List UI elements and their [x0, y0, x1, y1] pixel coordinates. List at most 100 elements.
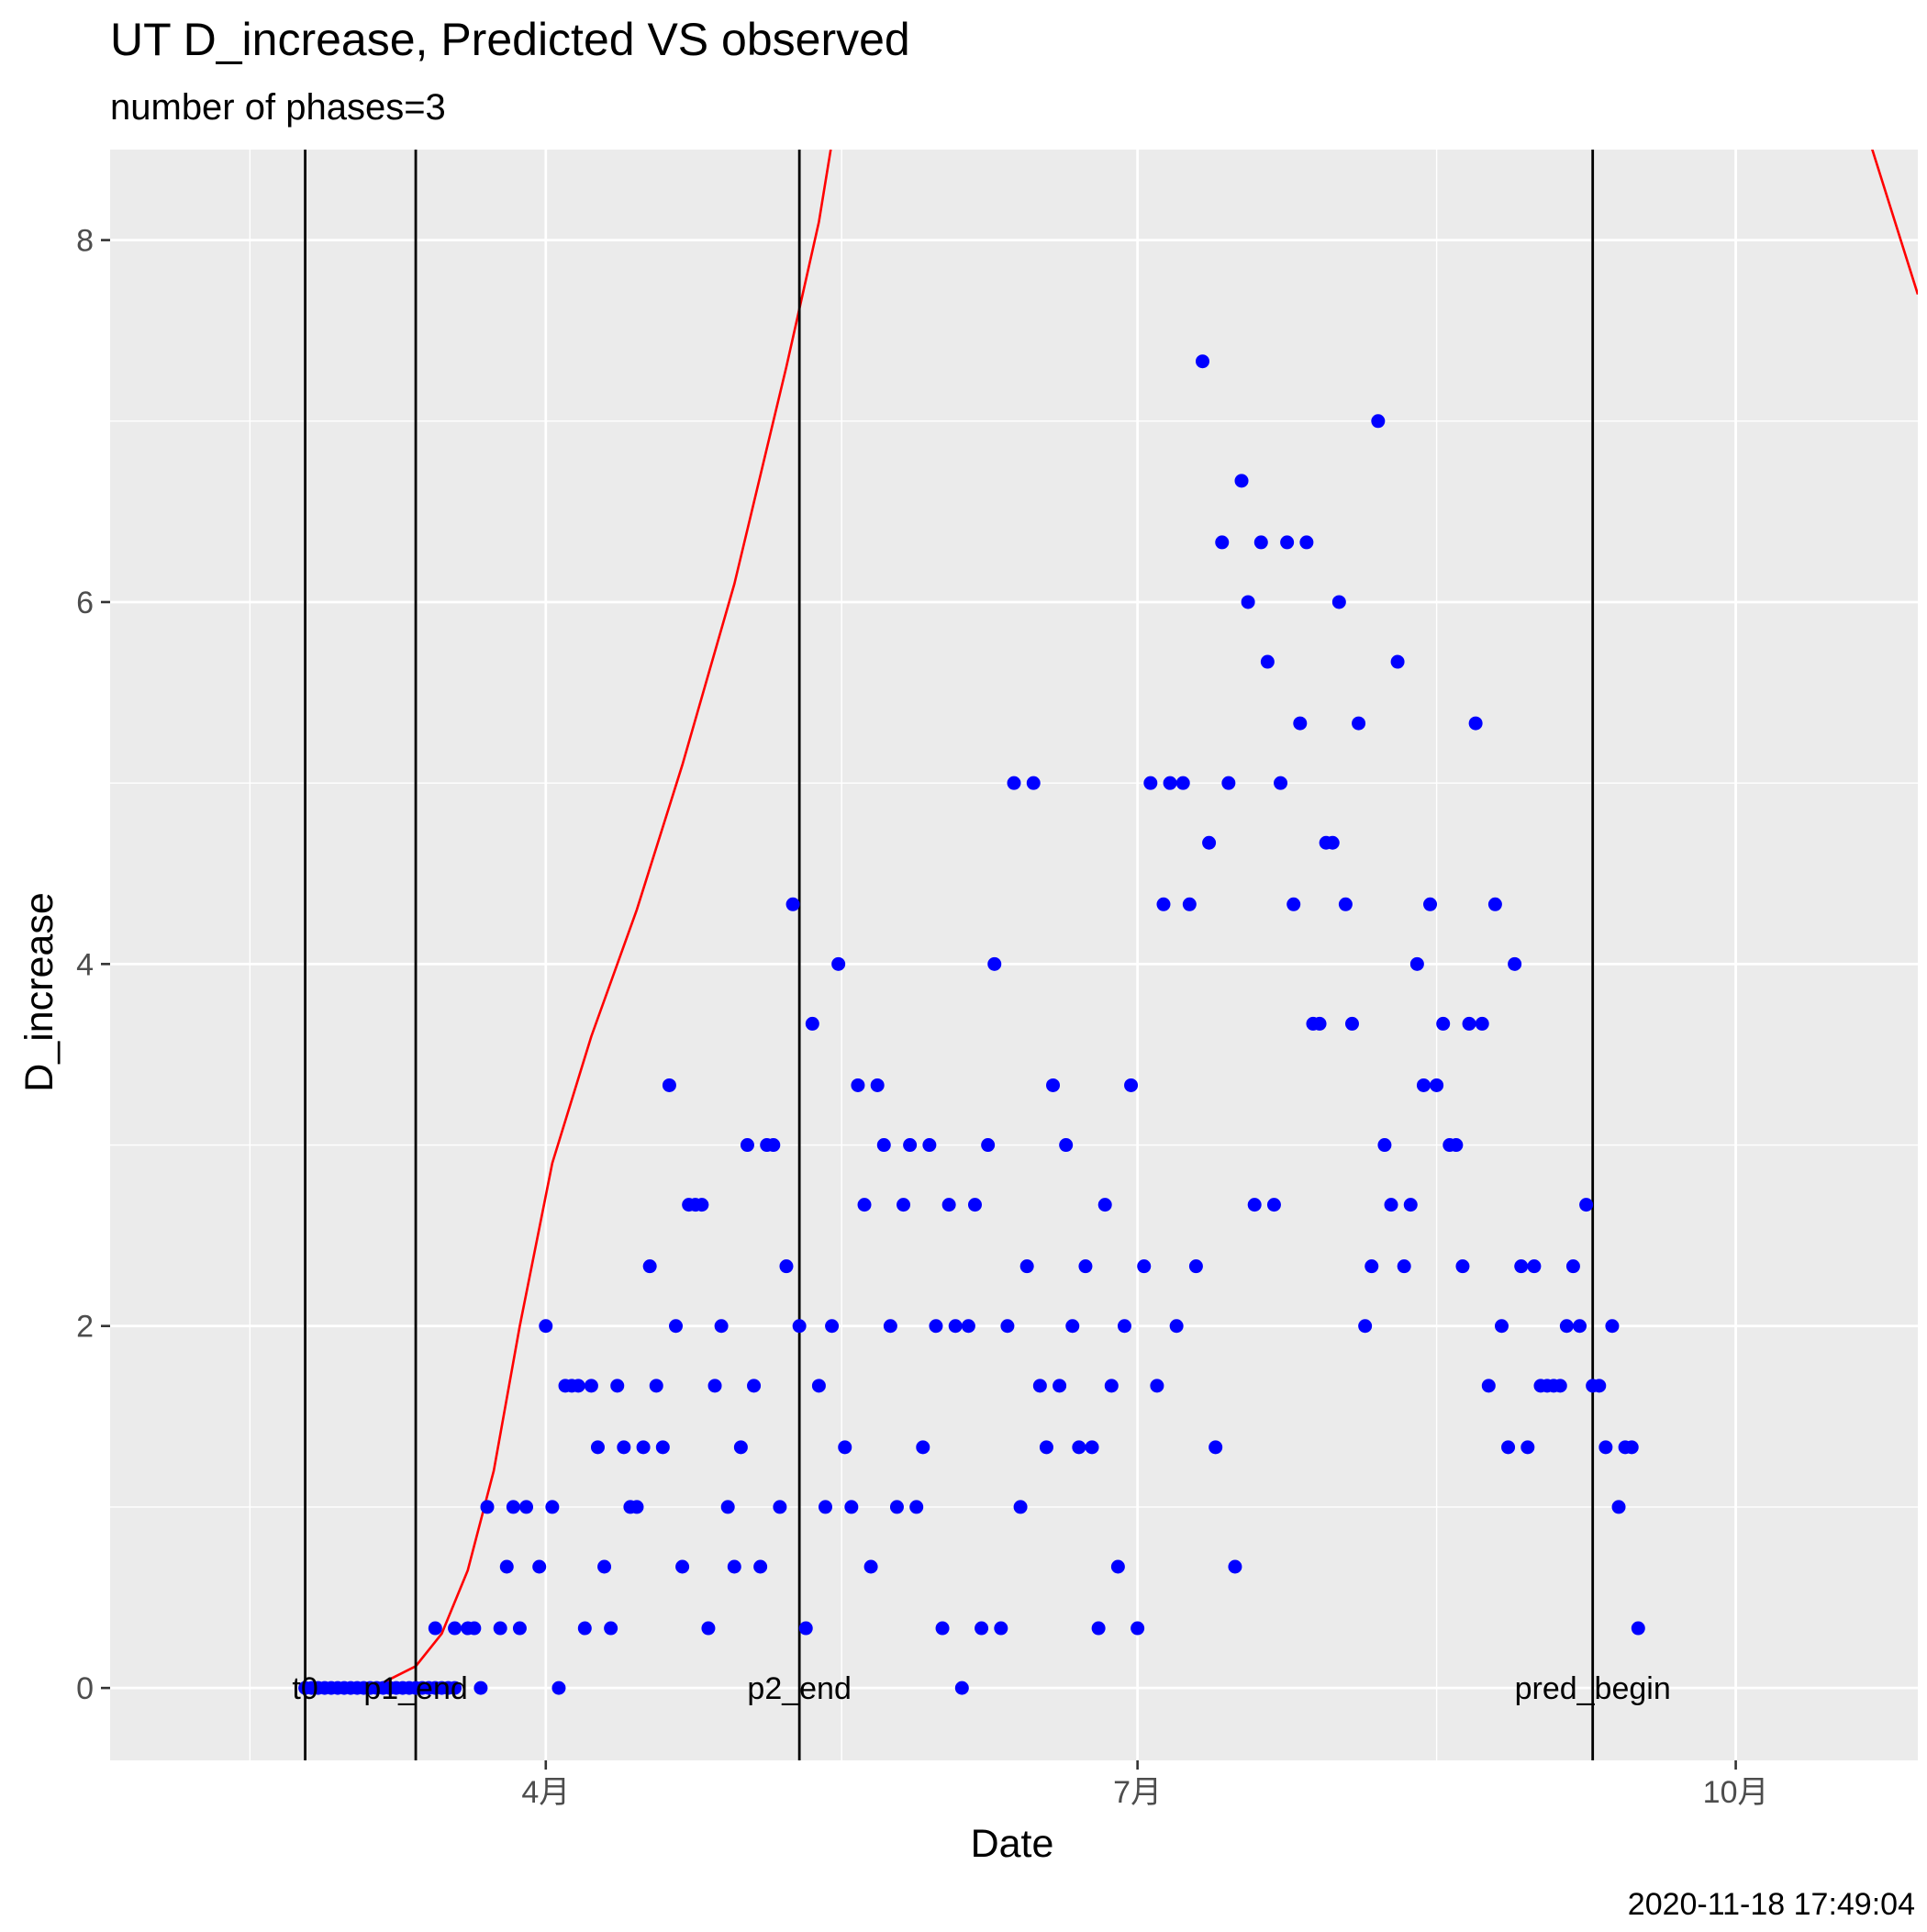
- observed-point: [1110, 1559, 1125, 1574]
- y-axis-label: D_increase: [17, 892, 61, 1092]
- observed-point: [831, 956, 846, 971]
- observed-point: [1104, 1379, 1119, 1393]
- observed-point: [1117, 1319, 1131, 1334]
- observed-point: [1331, 595, 1346, 609]
- observed-point: [733, 1440, 748, 1455]
- observed-point: [1137, 1259, 1152, 1274]
- observed-point: [792, 1319, 807, 1334]
- observed-point: [1487, 897, 1502, 911]
- observed-point: [695, 1198, 709, 1212]
- observed-point: [1039, 1440, 1053, 1455]
- observed-point: [1559, 1319, 1574, 1334]
- observed-point: [1508, 956, 1522, 971]
- observed-point: [532, 1559, 547, 1574]
- observed-point: [1241, 595, 1255, 609]
- observed-point: [448, 1621, 462, 1636]
- chart-subtitle: number of phases=3: [110, 87, 446, 128]
- observed-point: [851, 1078, 865, 1092]
- y-tick-label: 6: [76, 586, 94, 620]
- y-tick-label: 2: [76, 1310, 94, 1345]
- observed-point: [597, 1559, 612, 1574]
- observed-point: [1494, 1319, 1509, 1334]
- observed-point: [714, 1319, 729, 1334]
- observed-point: [1409, 956, 1424, 971]
- observed-point: [1032, 1379, 1047, 1393]
- observed-point: [1423, 897, 1438, 911]
- observed-point: [539, 1319, 553, 1334]
- observed-point: [967, 1198, 982, 1212]
- plot-panel: [110, 150, 1918, 1760]
- observed-point: [1344, 1016, 1359, 1031]
- observed-point: [805, 1016, 819, 1031]
- observed-point: [1202, 835, 1217, 850]
- observed-point: [473, 1681, 488, 1695]
- observed-point: [1455, 1259, 1470, 1274]
- observed-point: [1312, 1016, 1327, 1031]
- observed-point: [975, 1621, 989, 1636]
- observed-point: [1553, 1379, 1567, 1393]
- observed-point: [1124, 1078, 1139, 1092]
- observed-point: [1598, 1440, 1613, 1455]
- observed-point: [1059, 1138, 1074, 1153]
- observed-point: [857, 1198, 872, 1212]
- observed-point: [1072, 1440, 1086, 1455]
- observed-point: [1013, 1500, 1028, 1514]
- y-tick-label: 4: [76, 947, 94, 982]
- observed-point: [779, 1259, 794, 1274]
- observed-point: [1390, 654, 1405, 669]
- vline-label-p2_end: p2_end: [747, 1671, 851, 1706]
- observed-point: [1565, 1259, 1580, 1274]
- observed-point: [838, 1440, 852, 1455]
- observed-point: [642, 1259, 657, 1274]
- observed-point: [1078, 1259, 1093, 1274]
- observed-point: [1352, 716, 1366, 731]
- observed-point: [1299, 535, 1314, 550]
- observed-point: [798, 1621, 813, 1636]
- observed-point: [448, 1681, 462, 1695]
- x-tick-label: 7月: [1113, 1775, 1162, 1810]
- observed-point: [512, 1621, 527, 1636]
- observed-point: [1266, 1198, 1281, 1212]
- observed-point: [1631, 1621, 1645, 1636]
- observed-point: [655, 1440, 670, 1455]
- observed-point: [1325, 835, 1340, 850]
- observed-point: [428, 1621, 442, 1636]
- observed-point: [844, 1500, 859, 1514]
- observed-point: [669, 1319, 684, 1334]
- observed-point: [889, 1500, 904, 1514]
- chart-title: UT D_increase, Predicted VS observed: [110, 14, 910, 65]
- observed-point: [1046, 1078, 1061, 1092]
- observed-point: [1462, 1016, 1476, 1031]
- observed-point: [727, 1559, 741, 1574]
- observed-point: [1209, 1440, 1223, 1455]
- observed-point: [590, 1440, 605, 1455]
- observed-point: [499, 1559, 514, 1574]
- observed-point: [610, 1379, 625, 1393]
- observed-point: [753, 1559, 768, 1574]
- observed-point: [1221, 776, 1236, 790]
- observed-point: [935, 1621, 950, 1636]
- observed-point: [1196, 354, 1210, 369]
- vline-label-t0: t0: [292, 1671, 317, 1706]
- y-tick-label: 8: [76, 224, 94, 259]
- observed-point: [1234, 474, 1249, 488]
- observed-point: [1611, 1500, 1626, 1514]
- observed-point: [506, 1500, 520, 1514]
- observed-point: [1338, 897, 1353, 911]
- observed-point: [675, 1559, 690, 1574]
- observed-point: [1605, 1319, 1620, 1334]
- x-axis-label: Date: [971, 1822, 1054, 1866]
- observed-point: [701, 1621, 716, 1636]
- observed-point: [897, 1198, 911, 1212]
- observed-point: [818, 1500, 832, 1514]
- caption-timestamp: 2020-11-18 17:49:04: [1628, 1887, 1915, 1922]
- observed-point: [1169, 1319, 1184, 1334]
- observed-point: [1274, 776, 1288, 790]
- observed-point: [662, 1078, 676, 1092]
- observed-point: [1097, 1198, 1112, 1212]
- observed-point: [1260, 654, 1275, 669]
- observed-point: [825, 1319, 840, 1334]
- observed-point: [1371, 414, 1386, 429]
